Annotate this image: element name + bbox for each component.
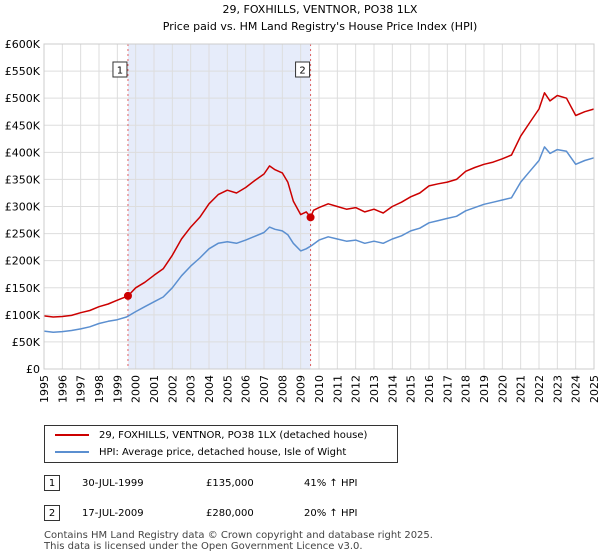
legend-swatch-property — [55, 434, 89, 436]
x-tick-label: 2020 — [496, 375, 509, 403]
y-tick-label: £250K — [5, 228, 41, 241]
y-tick-label: £600K — [5, 38, 41, 51]
legend-label-hpi: HPI: Average price, detached house, Isle… — [99, 446, 347, 458]
x-tick-label: 2011 — [331, 375, 344, 403]
y-tick-label: £400K — [5, 146, 41, 159]
x-tick-label: 2015 — [405, 375, 418, 403]
chart-subtitle: Price paid vs. HM Land Registry's House … — [163, 20, 478, 33]
y-tick-label: £150K — [5, 282, 41, 295]
x-tick-label: 1997 — [75, 375, 88, 403]
y-tick-label: £200K — [5, 255, 41, 268]
y-tick-label: £450K — [5, 119, 41, 132]
y-tick-label: £100K — [5, 309, 41, 322]
x-tick-label: 2024 — [570, 375, 583, 403]
y-tick-label: £300K — [5, 201, 41, 214]
x-tick-label: 1995 — [38, 375, 51, 403]
chart-title: 29, FOXHILLS, VENTNOR, PO38 1LX — [223, 3, 418, 16]
sale-point — [306, 213, 315, 222]
legend-swatch-hpi — [55, 451, 89, 453]
footer: Contains HM Land Registry data © Crown c… — [44, 530, 433, 552]
x-tick-label: 2003 — [185, 375, 198, 403]
footer-line-1: Contains HM Land Registry data © Crown c… — [44, 530, 433, 541]
x-tick-label: 2017 — [441, 375, 454, 403]
sale-price: £280,000 — [206, 507, 254, 519]
price-chart: 29, FOXHILLS, VENTNOR, PO38 1LX Price pa… — [5, 3, 600, 403]
x-tick-label: 2001 — [148, 375, 161, 403]
y-tick-label: £350K — [5, 173, 41, 186]
sale-label: 2 — [299, 66, 305, 77]
sale-label-box — [112, 61, 128, 78]
sale-row-1: 1 30-JUL-1999 £135,000 41% ↑ HPI — [44, 473, 357, 493]
legend-item-hpi: HPI: Average price, detached house, Isle… — [45, 444, 346, 460]
x-tick-label: 2021 — [515, 375, 528, 403]
sale-date: 30-JUL-1999 — [82, 477, 144, 489]
x-tick-label: 2010 — [313, 375, 326, 403]
x-tick-label: 2002 — [166, 375, 179, 403]
hpi-line — [43, 146, 595, 333]
sale-hpi-change: 20% ↑ HPI — [304, 507, 358, 519]
x-tick-label: 2023 — [551, 375, 564, 403]
sale-hpi-change: 41% ↑ HPI — [304, 477, 358, 489]
x-tick-label: 2000 — [130, 375, 143, 403]
sale-point — [123, 291, 132, 300]
x-tick-label: 2022 — [533, 375, 546, 403]
y-tick-label: £550K — [5, 65, 41, 78]
x-tick-label: 2016 — [423, 375, 436, 403]
footer-line-2: This data is licensed under the Open Gov… — [44, 541, 363, 552]
x-tick-label: 2012 — [350, 375, 363, 403]
x-tick-label: 2004 — [203, 375, 216, 403]
x-tick-label: 2008 — [276, 375, 289, 403]
x-tick-label: 2019 — [478, 375, 491, 403]
legend-label-property: 29, FOXHILLS, VENTNOR, PO38 1LX (detache… — [99, 429, 368, 441]
x-tick-label: 1998 — [93, 375, 106, 403]
sale-marker-box: 2 — [44, 505, 60, 521]
x-tick-label: 1999 — [111, 375, 124, 403]
x-tick-label: 2013 — [368, 375, 381, 403]
x-tick-label: 2009 — [295, 375, 308, 403]
x-tick-label: 2025 — [588, 375, 600, 403]
sale-marker-box: 1 — [44, 475, 60, 491]
x-tick-label: 2014 — [386, 375, 399, 403]
x-tick-label: 1996 — [56, 375, 69, 403]
x-tick-label: 2005 — [221, 375, 234, 403]
y-tick-label: £0 — [26, 363, 40, 376]
y-tick-label: £500K — [5, 92, 41, 105]
x-tick-label: 2006 — [240, 375, 253, 403]
sale-label-box — [295, 61, 311, 78]
chart-legend: 29, FOXHILLS, VENTNOR, PO38 1LX (detache… — [44, 425, 398, 463]
sale-price: £135,000 — [206, 477, 254, 489]
x-tick-label: 2007 — [258, 375, 271, 403]
sale-date: 17-JUL-2009 — [82, 507, 144, 519]
y-tick-label: £50K — [12, 336, 41, 349]
sale-label: 1 — [117, 66, 123, 77]
x-tick-label: 2018 — [460, 375, 473, 403]
legend-item-property: 29, FOXHILLS, VENTNOR, PO38 1LX (detache… — [45, 427, 367, 443]
plot-border — [43, 43, 595, 370]
sale-row-2: 2 17-JUL-2009 £280,000 20% ↑ HPI — [44, 503, 357, 523]
